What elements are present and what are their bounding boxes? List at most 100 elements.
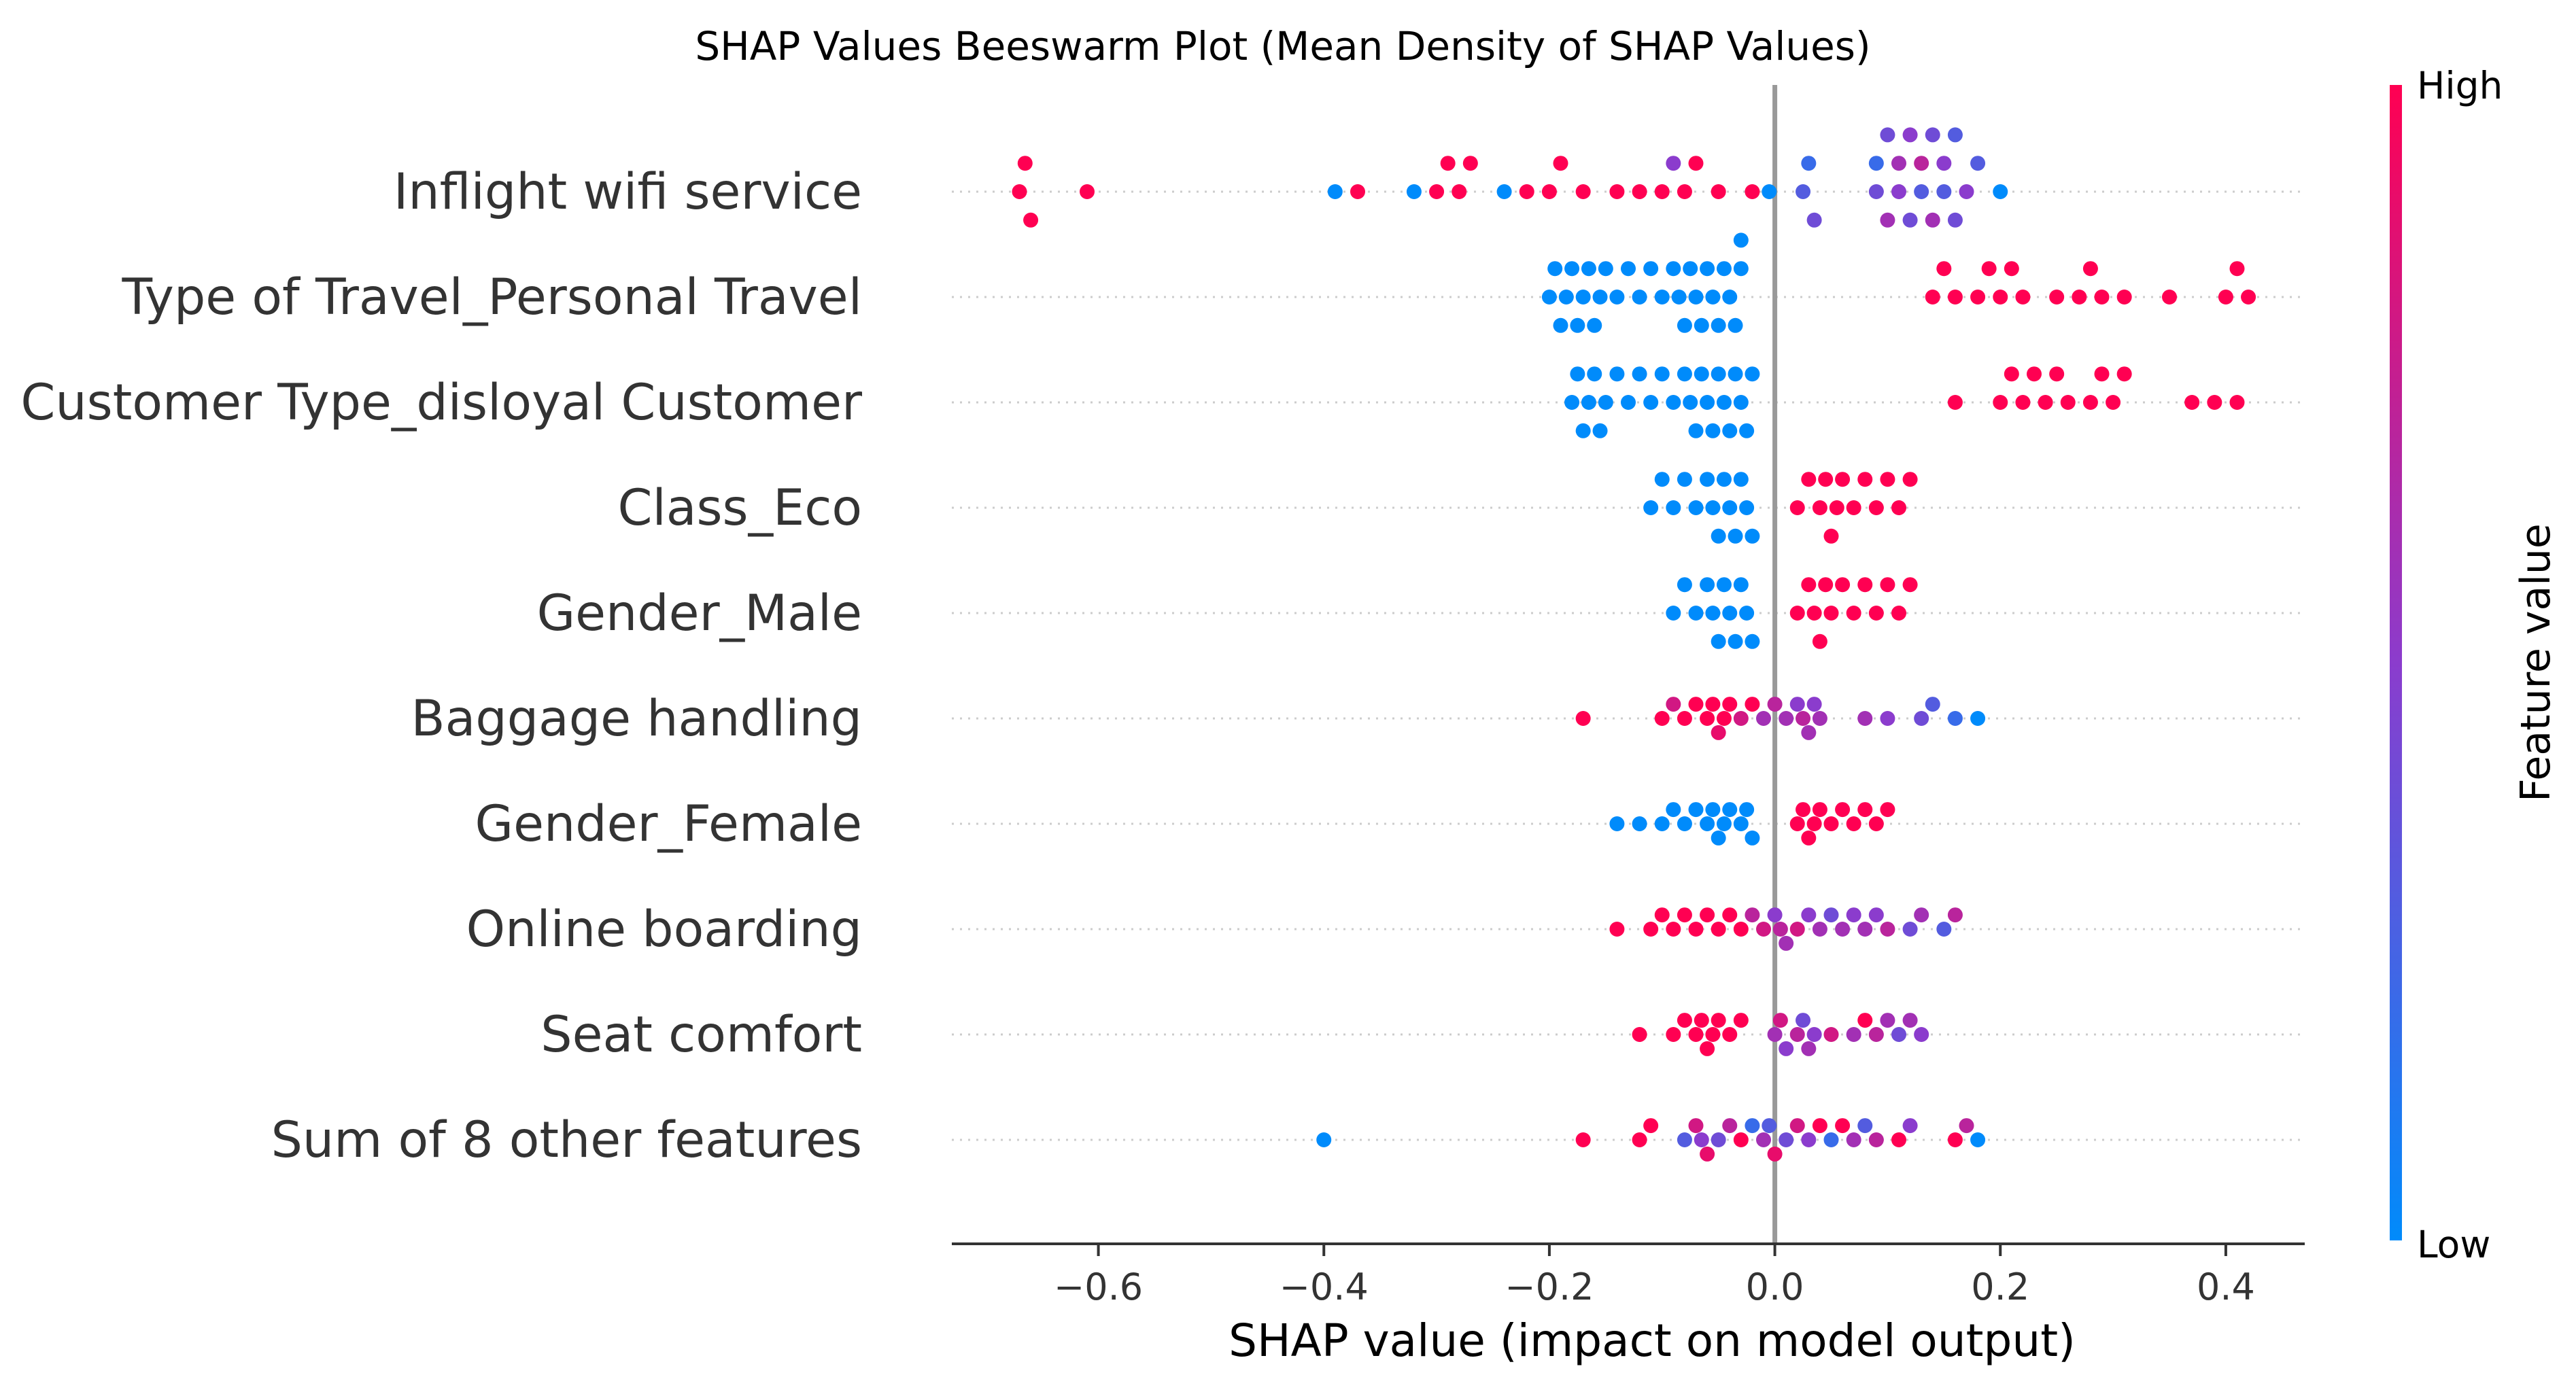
shap-point (1806, 697, 1822, 712)
shap-point (1575, 184, 1591, 199)
shap-point (1632, 1132, 1647, 1147)
shap-point (1970, 156, 1986, 171)
shap-point (1914, 156, 1929, 171)
shap-point (1806, 212, 1822, 228)
shap-point (1722, 802, 1738, 818)
shap-point (1700, 816, 1715, 831)
shap-point (1789, 816, 1805, 831)
shap-point (1711, 633, 1726, 649)
shap-point (1677, 577, 1692, 593)
shap-point (1902, 1118, 1918, 1134)
colorbar-title: Feature value (2512, 523, 2560, 802)
shap-point (1609, 816, 1625, 831)
shap-point (1350, 184, 1365, 199)
shap-point (1947, 290, 1963, 304)
shap-point (1621, 395, 1636, 410)
shap-point (1868, 1027, 1884, 1042)
shap-point (1700, 1146, 1715, 1162)
shap-point (2094, 366, 2110, 382)
shap-point (1733, 922, 1749, 937)
x-tick-label: −0.2 (1505, 1266, 1594, 1308)
shap-point (1812, 633, 1827, 649)
shap-point (1598, 261, 1613, 277)
shap-point (1936, 261, 1952, 277)
shap-point (1688, 500, 1704, 515)
shap-point (1677, 366, 1692, 382)
shap-point (1767, 1146, 1783, 1162)
shap-point (1779, 1041, 1794, 1056)
shap-point (1728, 366, 1743, 382)
shap-point (1722, 290, 1738, 304)
shap-point (1570, 366, 1585, 382)
shap-point (1643, 1118, 1659, 1134)
shap-point (1694, 1013, 1709, 1028)
shap-point (1632, 1027, 1647, 1042)
shap-point (1406, 184, 1422, 199)
shap-point (2184, 395, 2200, 410)
shap-point (2218, 290, 2233, 304)
shap-point (1711, 366, 1726, 382)
shap-point (2038, 395, 2053, 410)
shap-point (1654, 366, 1670, 382)
shap-point (1694, 317, 1709, 333)
shap-point (2082, 395, 2098, 410)
shap-point (1541, 184, 1557, 199)
shap-point (1711, 184, 1726, 199)
shap-point (1868, 1132, 1884, 1147)
shap-point (1688, 697, 1704, 712)
shap-point (1609, 366, 1625, 382)
shap-point (1553, 156, 1568, 171)
shap-point (1677, 184, 1692, 199)
shap-point (1902, 922, 1918, 937)
shap-point (1756, 1132, 1771, 1147)
shap-point (1812, 922, 1827, 937)
shap-point (1429, 184, 1445, 199)
shap-point (1789, 1118, 1805, 1134)
shap-point (1857, 922, 1873, 937)
shap-point (1677, 1013, 1692, 1028)
shap-point (1462, 156, 1478, 171)
shap-point (1801, 830, 1817, 846)
shap-point (1728, 528, 1743, 544)
shap-point (1981, 261, 1997, 277)
shap-point (1812, 711, 1827, 726)
shap-point (1835, 802, 1851, 818)
shap-point (1880, 1013, 1895, 1028)
shap-point (1857, 1118, 1873, 1134)
shap-point (1733, 1132, 1749, 1147)
shap-point (1688, 606, 1704, 621)
shap-point (1762, 184, 1777, 199)
shap-point (1789, 1027, 1805, 1042)
shap-point (1700, 1041, 1715, 1056)
shap-point (1902, 127, 1918, 143)
shap-point (1812, 500, 1827, 515)
shap-point (1902, 1013, 1918, 1028)
chart-title: SHAP Values Beeswarm Plot (Mean Density … (695, 23, 1870, 69)
feature-label: Customer Type_disloyal Customer (20, 374, 863, 432)
shap-point (1711, 725, 1726, 740)
shap-point (1553, 317, 1568, 333)
shap-point (1801, 577, 1817, 593)
shap-point (1666, 156, 1681, 171)
shap-point (2072, 290, 2087, 304)
shap-point (1818, 577, 1834, 593)
shap-point (1739, 423, 1755, 438)
shap-point (1880, 802, 1895, 818)
shap-point (1592, 423, 1608, 438)
shap-point (1705, 606, 1721, 621)
shap-point (1716, 577, 1732, 593)
shap-point (1666, 606, 1681, 621)
shap-point (1806, 606, 1822, 621)
shap-point (2106, 395, 2121, 410)
shap-point (1666, 500, 1681, 515)
shap-point (1716, 395, 1732, 410)
shap-point (1666, 261, 1681, 277)
x-tick-label: 0.4 (2197, 1266, 2255, 1308)
colorbar (2390, 85, 2402, 1240)
shap-point (1970, 1132, 1986, 1147)
shap-point (1711, 317, 1726, 333)
shap-point (1947, 395, 1963, 410)
shap-point (1632, 290, 1647, 304)
shap-point (1017, 156, 1033, 171)
shap-point (1728, 633, 1743, 649)
